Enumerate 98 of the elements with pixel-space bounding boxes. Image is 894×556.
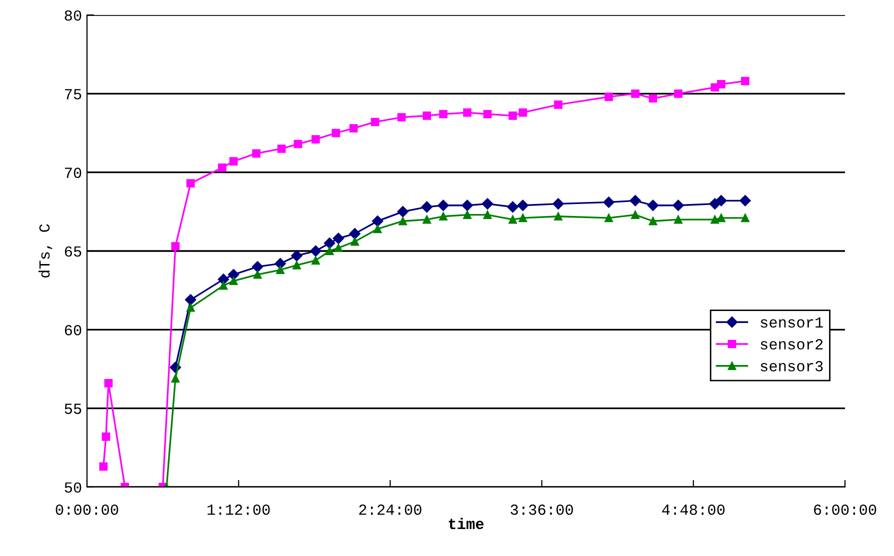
point — [310, 245, 322, 257]
point — [483, 210, 492, 219]
point — [672, 200, 684, 211]
point — [710, 215, 720, 224]
y-tick-label: 55 — [64, 404, 82, 414]
point — [554, 100, 562, 109]
point — [104, 378, 113, 388]
point — [710, 83, 720, 92]
point — [398, 216, 407, 226]
point — [462, 200, 473, 211]
point — [674, 215, 682, 224]
point — [648, 216, 658, 226]
point — [483, 110, 492, 118]
point — [276, 266, 284, 274]
point — [373, 224, 382, 234]
point — [741, 76, 750, 86]
point — [740, 195, 751, 206]
point — [421, 201, 432, 213]
point — [438, 200, 449, 211]
point — [324, 238, 336, 249]
point — [554, 212, 562, 221]
point — [648, 94, 658, 103]
point — [631, 210, 640, 219]
point — [186, 179, 195, 188]
point — [252, 149, 260, 158]
point — [397, 206, 408, 218]
y-axis-title: dTs, C — [38, 224, 52, 278]
point — [741, 214, 750, 222]
point — [218, 163, 226, 172]
point — [517, 200, 528, 211]
point — [102, 432, 110, 441]
x-tick-label: 3:36:00 — [510, 504, 573, 515]
point — [186, 303, 195, 312]
point — [631, 90, 640, 98]
y-tick-label: 65 — [64, 246, 82, 257]
point — [647, 200, 659, 211]
point — [291, 250, 302, 262]
point — [311, 135, 320, 144]
legend-label: sensor2 — [760, 339, 823, 350]
y-tick-label: 70 — [64, 168, 82, 178]
point — [349, 124, 358, 132]
point — [292, 260, 301, 270]
point — [171, 374, 180, 383]
point — [507, 201, 518, 213]
point — [508, 215, 517, 224]
point — [518, 108, 528, 117]
point — [99, 462, 108, 471]
x-tick-label: 0:00:00 — [56, 504, 118, 515]
point — [372, 216, 384, 227]
point — [439, 212, 448, 221]
point — [219, 281, 228, 290]
point — [422, 215, 432, 224]
point — [463, 210, 472, 219]
point — [332, 232, 344, 244]
point — [311, 256, 320, 265]
point — [508, 112, 517, 120]
point — [603, 196, 614, 208]
point — [253, 270, 262, 279]
point — [482, 198, 494, 210]
point — [463, 108, 472, 117]
y-tick-label: 50 — [64, 482, 82, 493]
point — [332, 128, 340, 138]
y-tick-label: 80 — [64, 10, 82, 21]
point — [252, 261, 264, 272]
point — [630, 195, 641, 206]
point — [674, 90, 682, 98]
point — [325, 246, 334, 256]
point — [349, 228, 360, 240]
y-tick-label: 75 — [64, 89, 82, 100]
point — [439, 110, 448, 118]
x-axis-title: time — [448, 518, 484, 530]
point — [294, 140, 302, 148]
point — [277, 144, 286, 153]
point — [228, 268, 240, 280]
point — [518, 214, 528, 222]
point — [604, 214, 613, 222]
point — [422, 112, 432, 120]
point — [334, 244, 343, 252]
x-tick-label: 2:24:00 — [359, 504, 422, 515]
x-tick-label: 4:48:00 — [662, 504, 725, 515]
point — [717, 214, 726, 222]
point — [274, 258, 286, 270]
point — [370, 118, 380, 126]
x-tick-label: 6:00:00 — [814, 504, 876, 515]
point — [184, 294, 196, 306]
point — [171, 242, 180, 250]
legend-label: sensor1 — [760, 317, 823, 328]
point — [350, 237, 359, 246]
x-tick-label: 1:12:00 — [208, 504, 270, 515]
point — [229, 276, 238, 286]
point — [397, 113, 406, 122]
point — [717, 80, 726, 88]
legend-label: sensor3 — [760, 361, 823, 372]
point — [229, 157, 238, 166]
y-tick-label: 60 — [64, 324, 82, 336]
point — [716, 195, 727, 206]
point — [604, 92, 613, 101]
point — [552, 198, 564, 210]
